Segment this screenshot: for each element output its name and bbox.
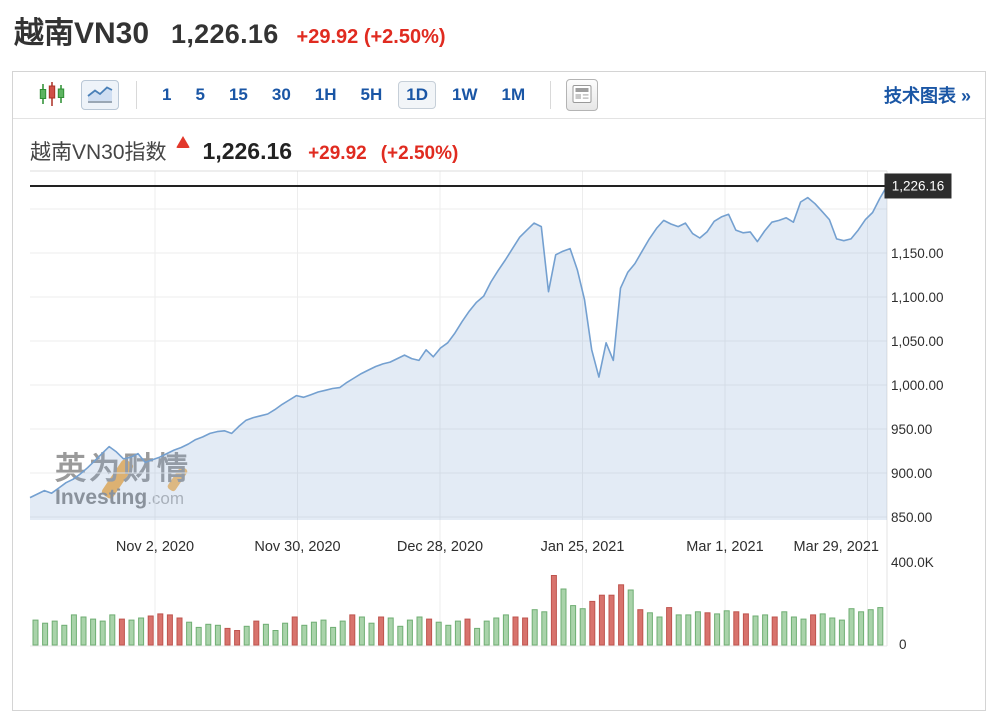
area-chart-icon [86, 83, 114, 108]
price-up-arrow-icon [175, 136, 190, 148]
news-panel-button[interactable] [566, 79, 599, 111]
chart-change: +29.92 [308, 143, 367, 164]
chart-title: 越南VN30指数 [30, 141, 167, 164]
toolbar-divider [136, 81, 137, 109]
interval-button-5h[interactable]: 5H [353, 81, 391, 109]
interval-button-1m[interactable]: 1M [493, 81, 533, 109]
instrument-change: +29.92 (+2.50%) [296, 26, 446, 48]
instrument-price: 1,226.16 [171, 19, 279, 49]
interval-button-15[interactable]: 15 [221, 81, 256, 109]
interval-button-1[interactable]: 1 [154, 81, 179, 109]
interval-button-30[interactable]: 30 [264, 81, 299, 109]
interval-group: 1 5 15 30 1H 5H 1D 1W 1M [150, 81, 537, 109]
chart-change-percent: (+2.50%) [380, 143, 459, 164]
interval-button-1d[interactable]: 1D [398, 81, 436, 109]
chart-last-price: 1,226.16 [202, 138, 293, 164]
chart-plot-area[interactable] [30, 171, 887, 648]
toolbar-divider [550, 81, 552, 109]
interval-button-1w[interactable]: 1W [444, 81, 486, 109]
news-panel-icon [572, 84, 592, 107]
chart-title-row: 越南VN30指数 1,226.16 +29.92 (+2.50%) [30, 136, 458, 166]
technical-chart-link[interactable]: 技术图表 » [883, 86, 971, 106]
candlestick-icon [39, 81, 65, 110]
chart-toolbar: 1 5 15 30 1H 5H 1D 1W 1M 技术图表 » [13, 72, 985, 119]
area-chart-button[interactable] [81, 80, 119, 110]
instrument-name: 越南VN30 [14, 17, 150, 50]
page-header: 越南VN30 1,226.16 +29.92 (+2.50%) [14, 8, 446, 52]
candlestick-chart-button[interactable] [37, 80, 67, 110]
interval-button-5[interactable]: 5 [187, 81, 212, 109]
interval-button-1h[interactable]: 1H [307, 81, 345, 109]
